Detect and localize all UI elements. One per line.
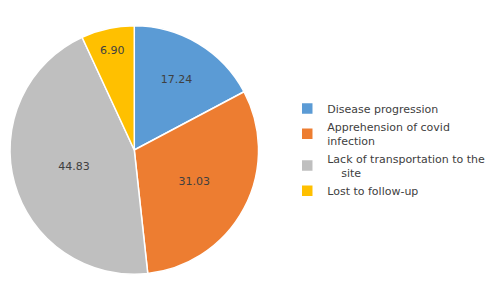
svg-text:Lost to follow-up: Lost to follow-up	[327, 185, 418, 198]
svg-text:17.24: 17.24	[161, 73, 193, 86]
svg-text:6.90: 6.90	[100, 44, 125, 57]
svg-text:Disease progression: Disease progression	[327, 103, 438, 116]
svg-text:Apprehension of covidinfection: Apprehension of covidinfection	[327, 121, 450, 148]
svg-text:31.03: 31.03	[179, 175, 211, 188]
svg-text:44.83: 44.83	[58, 160, 90, 173]
svg-text:Lack of transportation to the: Lack of transportation to the site	[327, 153, 485, 180]
